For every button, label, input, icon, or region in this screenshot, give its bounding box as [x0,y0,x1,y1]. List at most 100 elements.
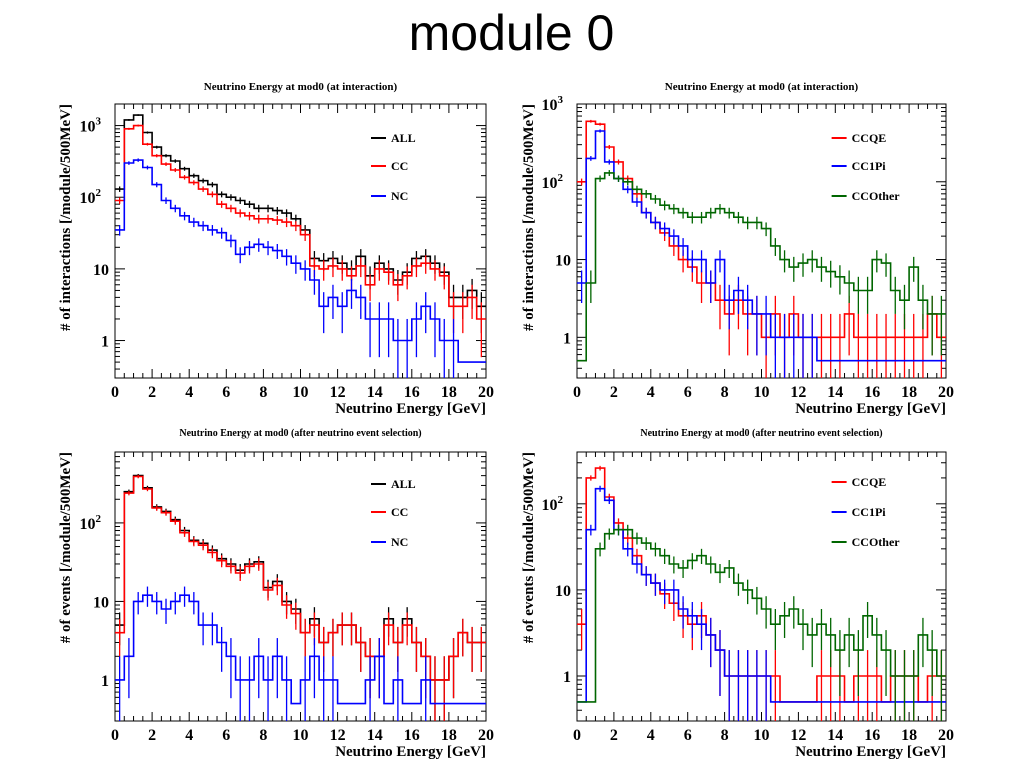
x-tick-label: 2 [610,384,618,401]
x-tick-label: 12 [790,727,806,744]
legend-label: ALL [391,477,416,491]
series-nc [115,158,486,378]
y-tick-label: 1 [101,334,109,351]
chart-1: Neutrino Energy at mod0 (at interaction)… [521,81,954,417]
y-tick-base: 10 [542,175,558,192]
legend-label: ALL [391,131,416,145]
series-ccqe [577,465,946,721]
chart-title: Neutrino Energy at mod0 (after neutrino … [179,428,421,439]
x-tick-label: 6 [222,727,230,744]
x-tick-label: 10 [293,727,309,744]
x-tick-label: 16 [404,727,420,744]
x-tick-label: 4 [647,727,655,744]
x-tick-label: 12 [790,384,806,401]
x-tick-label: 4 [185,384,193,401]
y-tick-label: 103 [80,116,102,136]
y-tick-exponent: 2 [558,172,564,184]
x-tick-label: 14 [367,727,383,744]
y-tick-base: 10 [80,119,96,136]
legend-label: CC [391,505,408,519]
y-tick-exponent: 2 [558,494,564,506]
x-tick-label: 18 [901,384,917,401]
y-tick-label: 103 [542,94,564,114]
x-tick-label: 8 [259,384,267,401]
legend-label: CCOther [852,535,901,549]
histogram-line [577,130,946,362]
series-all [115,114,486,334]
x-tick-label: 20 [938,384,954,401]
series-ccother [577,170,946,362]
y-tick-label: 102 [80,513,102,533]
x-tick-label: 14 [367,384,383,401]
x-tick-label: 4 [647,384,655,401]
y-tick-base: 10 [80,516,96,533]
x-tick-label: 18 [901,727,917,744]
legend-label: NC [391,535,408,549]
x-tick-label: 16 [864,384,880,401]
x-tick-label: 12 [330,384,346,401]
chart-0: Neutrino Energy at mod0 (at interaction)… [58,81,494,417]
x-axis-label: Neutrino Energy [GeV] [335,744,486,760]
series-nc [115,586,486,721]
series-cc1pi [577,485,946,721]
histogram-line [115,594,486,705]
y-axis-label: # of interactions [/module/500MeV] [521,104,537,331]
histogram-line [115,124,486,320]
x-tick-label: 20 [478,384,494,401]
y-tick-base: 10 [542,97,558,114]
legend-label: CC1Pi [852,505,887,519]
y-tick-label: 102 [542,494,564,514]
y-tick-label: 1 [563,669,571,686]
legend-label: CCOther [852,189,901,203]
x-tick-label: 2 [610,727,618,744]
y-axis-label: # of interactions [/module/500MeV] [58,104,74,331]
x-tick-label: 8 [259,727,267,744]
x-tick-label: 0 [111,384,119,401]
x-tick-label: 0 [573,727,581,744]
y-tick-exponent: 3 [96,116,102,128]
histogram-line [115,474,486,681]
series-ccqe [577,119,946,378]
x-tick-label: 2 [148,727,156,744]
y-tick-label: 10 [93,594,109,611]
histogram-line [115,475,486,681]
x-tick-label: 6 [222,384,230,401]
y-tick-label: 1 [101,673,109,690]
x-tick-label: 10 [293,384,309,401]
y-tick-label: 1 [563,330,571,347]
x-tick-label: 16 [404,384,420,401]
x-tick-label: 6 [684,384,692,401]
y-tick-label: 10 [555,583,571,600]
x-tick-label: 0 [111,727,119,744]
x-tick-label: 14 [827,384,843,401]
series-cc [115,124,486,358]
plot-frame [114,103,487,379]
y-tick-label: 102 [542,172,564,192]
y-tick-exponent: 3 [558,94,564,106]
histogram-line [115,114,486,308]
x-tick-label: 18 [441,384,457,401]
y-axis-label: # of events [/module/500MeV] [58,452,74,643]
chart-title: Neutrino Energy at mod0 (at interaction) [665,81,859,93]
y-tick-base: 10 [542,497,558,514]
y-axis-label: # of events [/module/500MeV] [521,452,537,643]
x-tick-label: 10 [754,727,770,744]
x-axis-label: Neutrino Energy [GeV] [795,744,946,760]
x-tick-label: 4 [185,727,193,744]
x-tick-label: 0 [573,384,581,401]
x-axis-label: Neutrino Energy [GeV] [335,401,486,417]
y-tick-label: 102 [80,187,102,207]
chart-title: Neutrino Energy at mod0 (at interaction) [204,81,398,93]
legend-label: CC [391,159,408,173]
y-tick-exponent: 2 [96,187,102,199]
series-ccother [577,524,946,721]
series-cc1pi [577,129,946,378]
x-tick-label: 8 [721,727,729,744]
legend-label: CCQE [852,131,887,145]
x-tick-label: 8 [721,384,729,401]
legend-label: CC1Pi [852,159,887,173]
histogram-line [577,487,946,703]
x-tick-label: 20 [478,727,494,744]
y-tick-base: 10 [80,190,96,207]
